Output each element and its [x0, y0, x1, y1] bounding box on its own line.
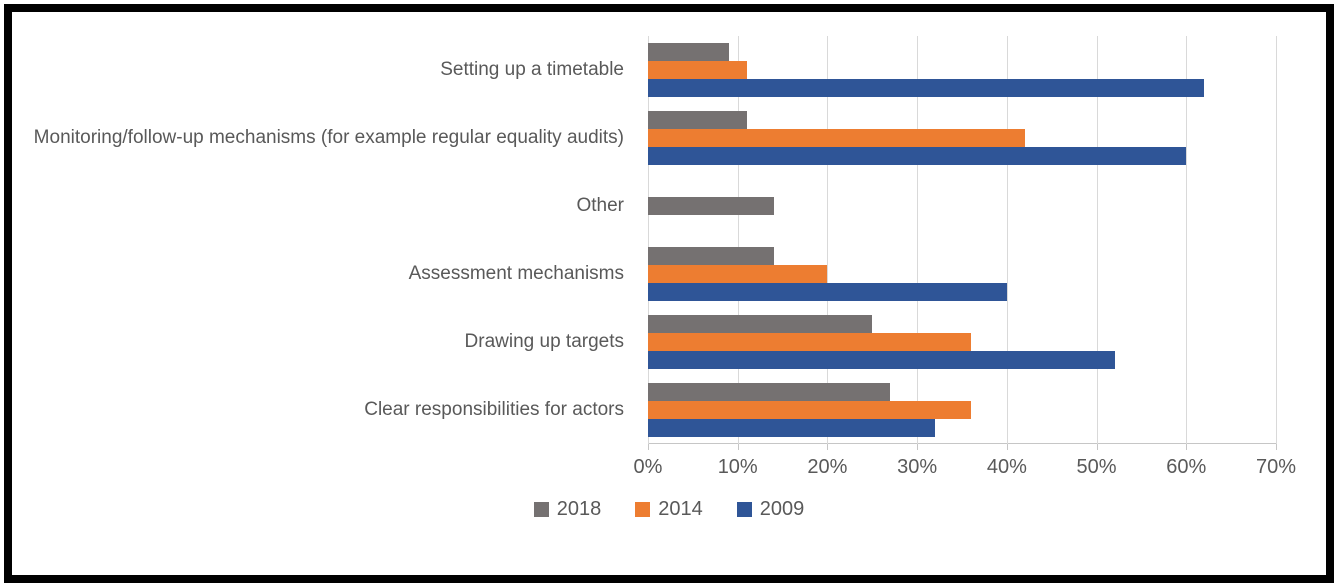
gridline [917, 36, 919, 444]
legend-label: 2009 [759, 498, 805, 520]
chart-row: Clear responsibilities for actors [12, 376, 1326, 444]
bar-2009 [648, 419, 936, 437]
gridline [827, 36, 829, 444]
x-axis-tick-label: 20% [807, 456, 848, 478]
tick-mark [648, 444, 649, 450]
gridline [648, 36, 649, 444]
bar-2018 [648, 197, 774, 215]
tick-mark [1276, 444, 1277, 450]
bar-2018 [648, 383, 891, 401]
plot-area: Setting up a timetable Monitoring/follow-… [12, 36, 1326, 444]
x-axis-line [648, 443, 1277, 444]
bar-2014 [648, 333, 971, 351]
gridline [1186, 36, 1188, 444]
category-label: Monitoring/follow-up mechanisms (for exa… [33, 126, 624, 148]
bar-2018 [648, 43, 729, 61]
legend-item-2014: 2014 [635, 498, 703, 521]
gridline [1096, 36, 1098, 444]
gridlines [648, 36, 1277, 444]
x-axis-tick-label: 10% [717, 456, 758, 478]
category-label: Setting up a timetable [440, 58, 624, 80]
bar-2014 [648, 265, 828, 283]
x-axis: 0% 10% 20% 30% 40% 50% 60% 70% [634, 444, 1296, 490]
bar-2018 [648, 315, 873, 333]
category-label: Other [576, 194, 624, 216]
bar-2014 [648, 401, 971, 419]
bar-group [648, 240, 1276, 308]
category-label: Assessment mechanisms [408, 262, 624, 284]
legend-item-2018: 2018 [533, 498, 602, 521]
x-axis-tick-label: 40% [986, 456, 1027, 478]
x-axis-tick-label: 0% [633, 456, 663, 478]
bar-2014 [648, 61, 747, 79]
legend-label: 2014 [658, 498, 703, 520]
legend-item-2009: 2009 [736, 498, 805, 521]
bar-group [648, 36, 1276, 104]
bar-2014 [648, 129, 1025, 147]
chart-row: Assessment mechanisms [12, 240, 1326, 308]
tick-mark [1186, 444, 1188, 450]
legend-swatch-2009 [736, 502, 752, 517]
bar-group [648, 308, 1276, 376]
bar-2009 [648, 283, 1007, 301]
chart-row: Drawing up targets [12, 308, 1326, 376]
legend-label: 2018 [556, 498, 602, 520]
gridline [737, 36, 739, 444]
tick-mark [827, 444, 829, 450]
plot-rows: Setting up a timetable Monitoring/follow-… [12, 36, 1326, 444]
legend-swatch-2018 [533, 502, 549, 517]
bar-chart: Setting up a timetable Monitoring/follow-… [12, 12, 1326, 521]
bar-2009 [648, 147, 1187, 165]
bar-group [648, 104, 1276, 172]
bar-2009 [648, 79, 1205, 97]
chart-row: Setting up a timetable [12, 36, 1326, 104]
gridline [1006, 36, 1008, 444]
bar-group [648, 172, 1276, 240]
x-axis-tick-label: 70% [1255, 456, 1297, 478]
legend-swatch-2014 [635, 502, 651, 517]
legend: 2018 2014 2009 [12, 498, 1326, 521]
tick-mark [1096, 444, 1098, 450]
chart-frame: Setting up a timetable Monitoring/follow-… [4, 4, 1334, 583]
bar-2018 [648, 247, 774, 265]
gridline [1276, 36, 1277, 444]
tick-mark [1006, 444, 1008, 450]
chart-row: Monitoring/follow-up mechanisms (for exa… [12, 104, 1326, 172]
tick-mark [917, 444, 919, 450]
category-label: Clear responsibilities for actors [364, 398, 624, 420]
bar-group [648, 376, 1276, 444]
chart-row: Other [12, 172, 1326, 240]
x-axis-tick-label: 50% [1076, 456, 1117, 478]
bar-2009 [648, 351, 1115, 369]
category-label: Drawing up targets [464, 330, 624, 352]
x-axis-tick-label: 60% [1166, 456, 1207, 478]
tick-mark [737, 444, 739, 450]
bar-2018 [648, 111, 747, 129]
x-axis-tick-label: 30% [897, 456, 938, 478]
